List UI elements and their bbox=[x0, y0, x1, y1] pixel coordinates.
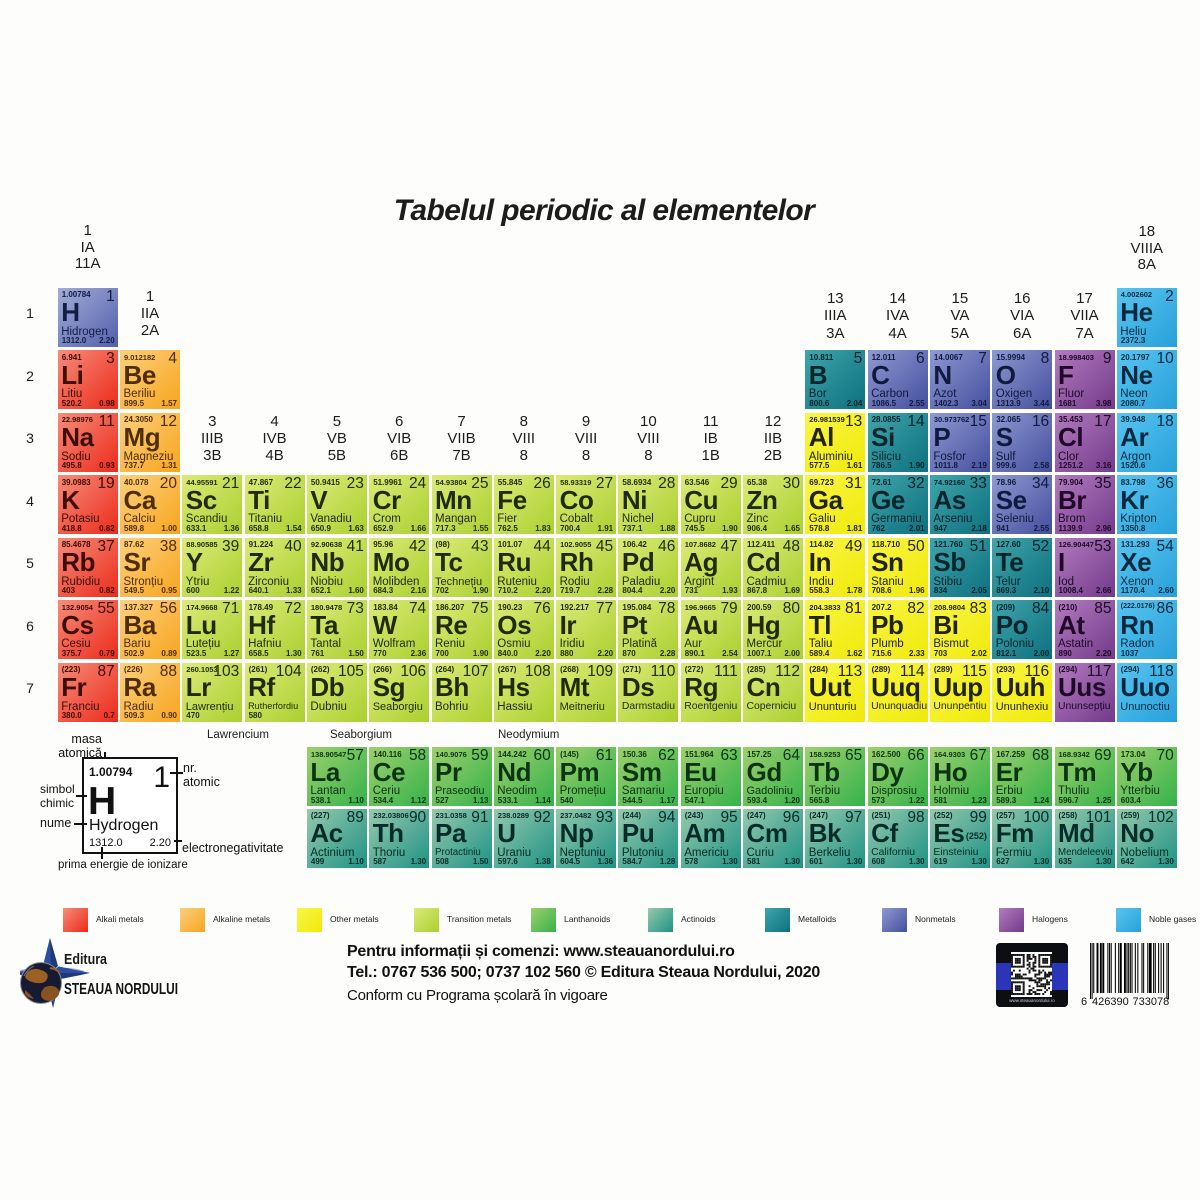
svg-text:Editura: Editura bbox=[64, 951, 108, 968]
svg-text:STEAUA NORDULUI: STEAUA NORDULUI bbox=[64, 981, 178, 998]
